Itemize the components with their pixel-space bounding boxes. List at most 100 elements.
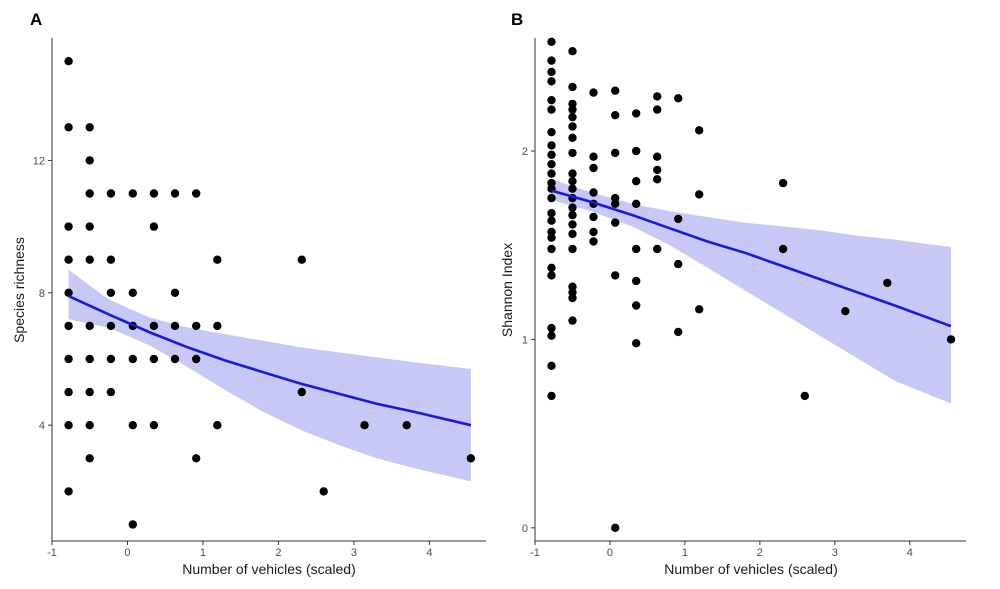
data-point — [589, 152, 598, 161]
data-point — [568, 229, 577, 239]
data-point — [85, 454, 94, 463]
data-point — [547, 323, 556, 333]
data-point — [64, 222, 73, 231]
data-point — [149, 222, 159, 231]
panel-a-points — [64, 57, 476, 529]
data-point — [695, 126, 704, 135]
data-point — [85, 354, 94, 364]
data-point — [674, 94, 683, 103]
data-point — [170, 189, 180, 198]
data-point — [106, 288, 116, 297]
data-point — [568, 122, 577, 131]
data-point — [466, 454, 476, 463]
data-point — [85, 387, 94, 397]
data-point — [611, 271, 620, 280]
data-point — [611, 148, 620, 158]
data-point — [192, 321, 201, 331]
data-point — [360, 421, 369, 430]
x-tick-label: -1 — [47, 547, 57, 559]
x-tick-label: 1 — [200, 547, 206, 559]
data-point — [213, 321, 222, 331]
panel-a-fit-line — [68, 294, 472, 427]
confidence-band-area — [551, 179, 951, 404]
data-point — [85, 222, 94, 231]
data-point — [632, 199, 641, 208]
data-point — [547, 209, 556, 218]
data-point — [170, 288, 180, 297]
data-point — [547, 37, 556, 46]
data-point — [589, 237, 598, 246]
data-point — [883, 278, 892, 288]
data-point — [106, 255, 116, 264]
data-point — [106, 321, 116, 331]
data-point — [547, 263, 556, 272]
data-point — [547, 105, 556, 114]
data-point — [568, 203, 577, 212]
data-point — [568, 177, 577, 186]
data-point — [64, 487, 73, 496]
data-point — [653, 244, 662, 254]
data-point — [841, 307, 850, 316]
data-point — [128, 421, 137, 430]
data-point — [611, 523, 620, 532]
data-point — [64, 123, 73, 132]
data-point — [106, 387, 116, 397]
data-point — [106, 189, 116, 198]
data-point — [653, 105, 662, 114]
y-tick-label: 0 — [522, 523, 528, 535]
data-point — [106, 354, 116, 364]
data-point — [568, 293, 577, 303]
data-point — [85, 156, 94, 165]
data-point — [674, 327, 683, 337]
data-point — [632, 177, 641, 186]
data-point — [632, 276, 641, 286]
y-tick-label: 2 — [522, 146, 528, 158]
data-point — [170, 321, 180, 331]
y-tick-label: 8 — [39, 288, 45, 300]
x-tick-label: 4 — [426, 547, 432, 559]
data-point — [589, 88, 598, 97]
data-point — [85, 321, 94, 331]
x-tick-label: 2 — [757, 547, 763, 559]
data-point — [547, 233, 556, 242]
data-point — [547, 128, 556, 137]
data-point — [547, 331, 556, 340]
data-point — [149, 189, 159, 198]
data-point — [547, 77, 556, 86]
data-point — [589, 227, 598, 237]
data-point — [64, 387, 73, 397]
data-point — [632, 244, 641, 254]
data-point — [547, 56, 556, 65]
data-point — [611, 86, 620, 95]
data-point — [192, 354, 201, 364]
data-point — [589, 212, 598, 222]
data-point — [85, 255, 94, 264]
data-point — [213, 255, 222, 264]
data-point — [64, 321, 73, 331]
data-point — [85, 123, 94, 132]
data-point — [611, 111, 620, 120]
data-point — [547, 96, 556, 105]
data-point — [589, 188, 598, 197]
data-point — [653, 175, 662, 184]
data-point — [547, 193, 556, 203]
x-tick-label: 3 — [832, 547, 838, 559]
data-point — [547, 391, 556, 401]
data-point — [547, 141, 556, 150]
data-point — [149, 421, 159, 430]
data-point — [547, 169, 556, 178]
data-point — [589, 163, 598, 173]
x-tick-label: 3 — [351, 547, 357, 559]
data-point — [64, 288, 73, 297]
data-point — [946, 335, 956, 344]
data-point — [547, 271, 556, 280]
data-point — [568, 210, 577, 220]
data-point — [568, 133, 577, 142]
data-point — [547, 150, 556, 159]
data-point — [653, 152, 662, 161]
data-point — [695, 305, 704, 314]
